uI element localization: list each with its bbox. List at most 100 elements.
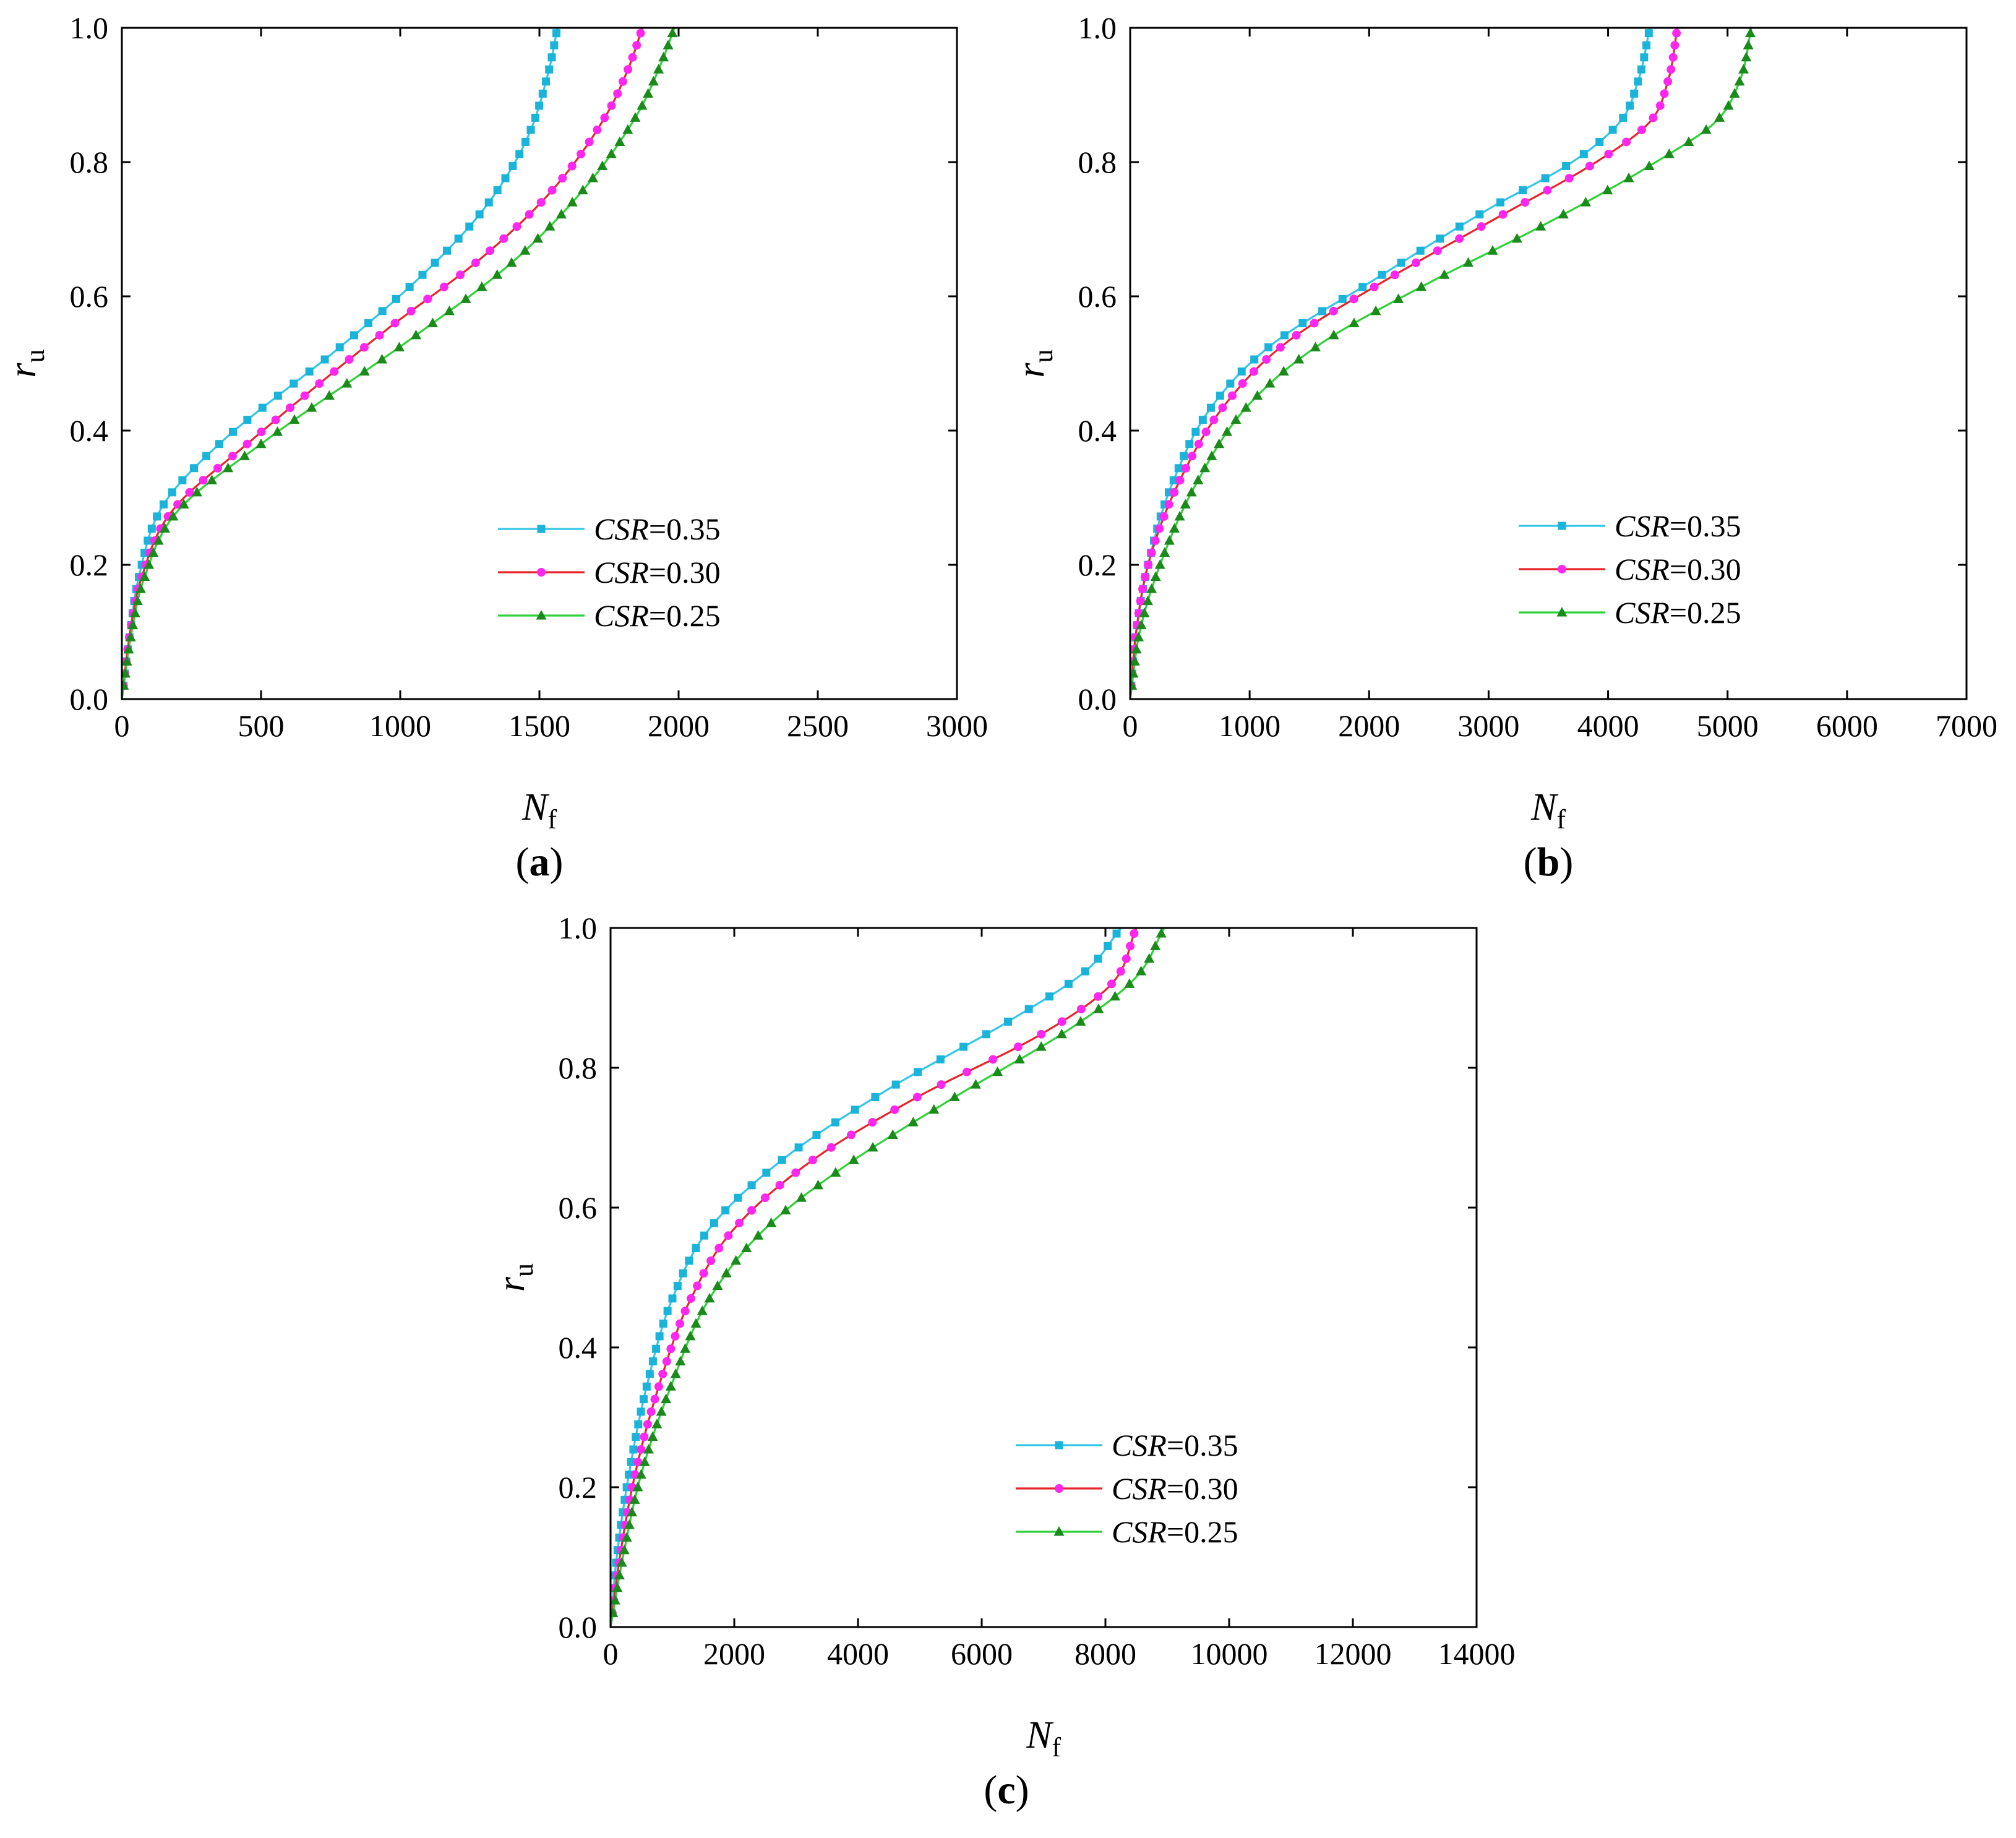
- data-point: [255, 438, 267, 449]
- data-point: [721, 1268, 732, 1278]
- data-point: [375, 330, 384, 340]
- data-point: [1076, 1005, 1086, 1014]
- y-axis-title: ru: [2, 349, 50, 377]
- x-tick-label: 2000: [1338, 708, 1400, 743]
- data-point: [640, 1395, 648, 1404]
- data-point: [1393, 293, 1404, 303]
- data-point: [1130, 680, 1138, 690]
- data-point: [627, 1506, 638, 1517]
- data-point: [423, 294, 432, 304]
- data-point: [1670, 41, 1679, 50]
- y-tick-label: 0.6: [559, 1190, 598, 1225]
- data-point: [1126, 942, 1135, 951]
- data-point: [585, 137, 594, 147]
- data-point: [1411, 258, 1420, 267]
- data-point: [1216, 392, 1224, 400]
- data-point: [700, 1231, 708, 1240]
- legend-marker: [1558, 565, 1566, 573]
- data-point: [612, 1582, 623, 1592]
- data-point: [625, 1471, 633, 1479]
- legend-label: CSR=0.25: [594, 598, 721, 633]
- data-point: [122, 656, 132, 666]
- data-point: [992, 1066, 1003, 1076]
- data-point: [1136, 619, 1147, 630]
- data-point: [1264, 343, 1273, 351]
- x-tick-label: 8000: [1074, 1636, 1136, 1671]
- data-point: [300, 391, 309, 400]
- data-point: [552, 29, 561, 38]
- data-point: [1634, 77, 1642, 86]
- y-tick-label: 1.0: [559, 911, 598, 945]
- data-point: [1604, 149, 1613, 158]
- data-point: [637, 1445, 646, 1454]
- data-point: [1014, 1054, 1025, 1063]
- data-point: [826, 1143, 836, 1152]
- data-point: [1579, 150, 1588, 158]
- data-point: [1701, 124, 1712, 134]
- data-point: [1475, 210, 1484, 219]
- data-point: [1122, 954, 1131, 963]
- data-point: [830, 1167, 841, 1177]
- data-point: [1622, 137, 1631, 147]
- data-point: [1186, 486, 1197, 497]
- data-point: [666, 1344, 676, 1354]
- data-point: [168, 510, 179, 521]
- data-point: [577, 184, 588, 195]
- data-point: [1580, 197, 1591, 207]
- data-point: [306, 402, 317, 412]
- data-point: [629, 1445, 638, 1454]
- data-point: [1169, 476, 1178, 484]
- data-point: [624, 1519, 635, 1529]
- data-point: [492, 269, 503, 279]
- data-point: [359, 366, 370, 376]
- data-point: [378, 307, 387, 316]
- data-point: [202, 452, 211, 460]
- data-point: [454, 234, 463, 243]
- data-point: [1238, 379, 1247, 389]
- y-tick-label: 1.0: [1078, 11, 1117, 45]
- x-tick-label: 4000: [827, 1636, 889, 1671]
- data-point: [1595, 137, 1604, 146]
- data-point: [544, 221, 555, 231]
- data-point: [643, 88, 654, 98]
- data-point: [442, 246, 451, 255]
- data-point: [191, 486, 202, 497]
- series-2: [1130, 28, 1756, 699]
- data-point: [577, 149, 586, 158]
- data-point: [550, 41, 559, 49]
- data-point: [1057, 1017, 1066, 1026]
- data-point: [147, 524, 156, 533]
- data-point: [929, 1104, 940, 1114]
- panel-c: 0 2000 4000 6000 8000 10000 12000 14000 0.0 0.2 0.…: [491, 911, 1516, 1813]
- data-point: [1116, 967, 1125, 976]
- data-point: [418, 270, 427, 279]
- data-point: [1358, 283, 1367, 291]
- y-tick-label: 0.2: [559, 1470, 598, 1505]
- data-point: [526, 126, 535, 134]
- data-point: [1378, 270, 1386, 279]
- data-point: [531, 113, 539, 122]
- data-point: [1329, 306, 1338, 316]
- data-point: [542, 77, 551, 86]
- data-point: [330, 367, 339, 376]
- data-point: [1094, 992, 1103, 1001]
- data-point: [285, 403, 294, 413]
- data-point: [630, 112, 641, 122]
- data-point: [614, 1570, 625, 1579]
- data-point: [697, 1305, 708, 1315]
- data-point: [636, 28, 645, 38]
- data-point: [439, 282, 448, 291]
- y-tick-label: 0.4: [70, 413, 109, 448]
- data-point: [780, 1205, 791, 1215]
- data-point: [848, 1154, 859, 1164]
- data-point: [547, 53, 556, 62]
- x-tick-label: 500: [238, 708, 285, 743]
- data-point: [1093, 1003, 1104, 1013]
- data-point: [393, 341, 405, 351]
- data-point: [587, 173, 598, 183]
- data-point: [258, 403, 267, 412]
- data-point: [567, 197, 578, 207]
- data-point: [1144, 953, 1155, 963]
- data-point: [1081, 967, 1089, 976]
- data-point: [1511, 233, 1522, 243]
